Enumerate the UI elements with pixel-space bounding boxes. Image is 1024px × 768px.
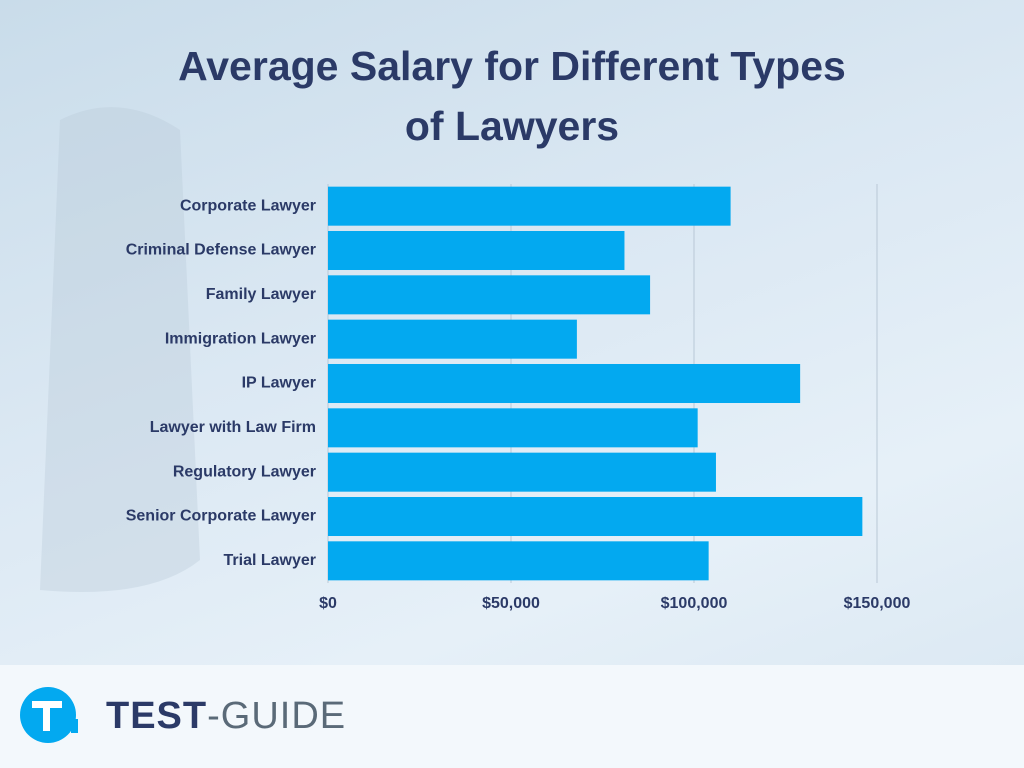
y-tick-label: Immigration Lawyer xyxy=(165,330,316,347)
brand-light: -GUIDE xyxy=(207,695,347,737)
footer: TEST-GUIDE xyxy=(0,665,1024,768)
bar xyxy=(328,230,625,271)
brand: TEST-GUIDE xyxy=(106,695,346,738)
bar xyxy=(328,363,801,404)
brand-bold: TEST xyxy=(106,695,208,737)
bar xyxy=(328,319,577,359)
bar xyxy=(328,496,863,537)
y-tick-label: Lawyer with Law Firm xyxy=(150,419,316,436)
y-tick-label: Corporate Lawyer xyxy=(180,197,316,214)
bar xyxy=(328,541,709,581)
bar xyxy=(328,186,731,226)
y-tick-label: IP Lawyer xyxy=(242,375,316,392)
bar xyxy=(328,452,716,492)
y-tick-label: Criminal Defense Lawyer xyxy=(126,242,316,259)
background-statue xyxy=(40,107,200,592)
y-tick-label: Family Lawyer xyxy=(206,286,316,303)
bar xyxy=(328,408,698,448)
y-tick-label: Trial Lawyer xyxy=(224,552,317,569)
y-tick-label: Regulatory Lawyer xyxy=(173,463,316,480)
bar xyxy=(328,275,651,315)
x-tick-label: $150,000 xyxy=(844,595,911,612)
chart: $0 $50,000 $100,000 $150,000 Corporate Lawye… xyxy=(40,107,911,612)
x-tick-label: $0 xyxy=(319,595,337,612)
x-tick-label: $100,000 xyxy=(661,595,728,612)
y-tick-label: Senior Corporate Lawyer xyxy=(126,508,316,525)
chart-title: Average Salary for Different Types of La… xyxy=(178,43,846,149)
x-tick-label: $50,000 xyxy=(482,595,540,612)
logo-icon xyxy=(20,687,78,743)
